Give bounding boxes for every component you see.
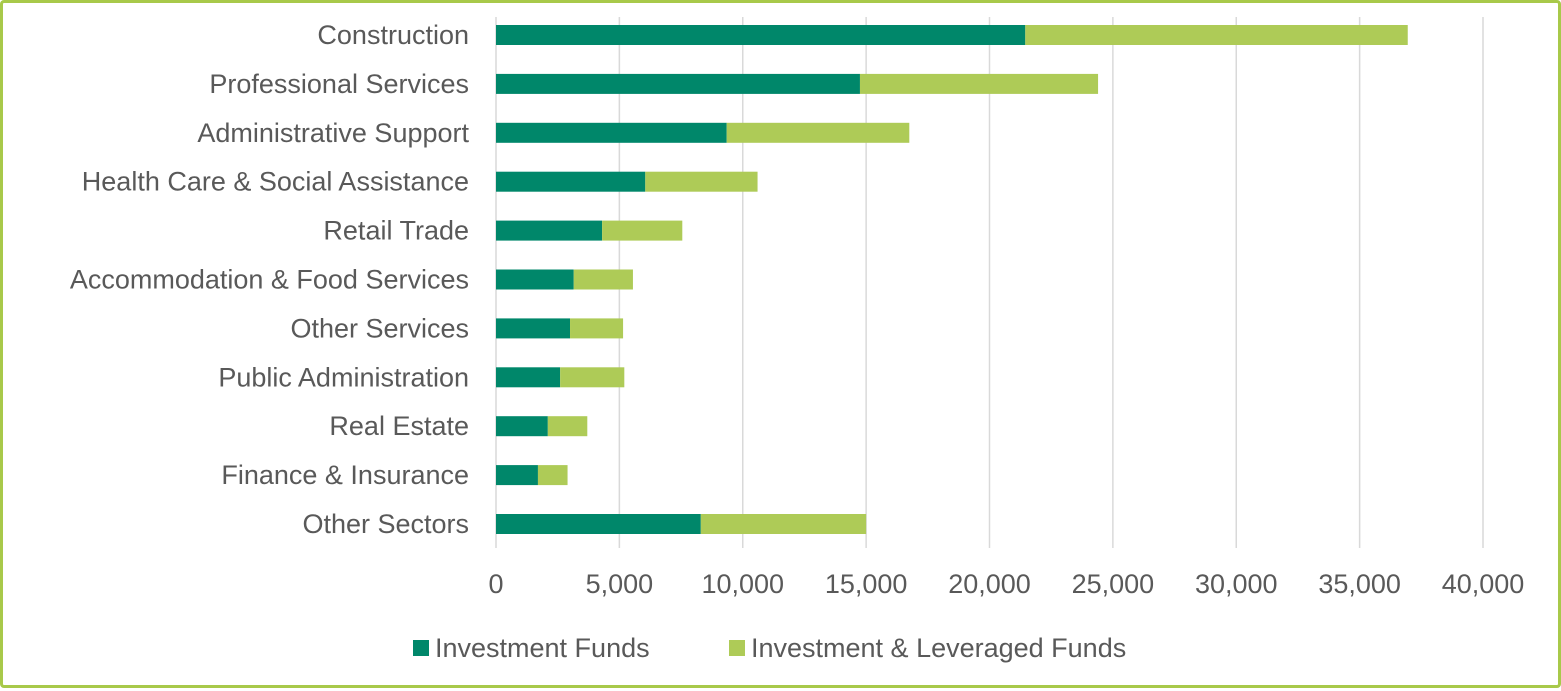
bar-investment-leveraged-funds-6 bbox=[570, 318, 624, 339]
bar-investment-leveraged-funds-10 bbox=[700, 514, 867, 534]
legend-label: Investment & Leveraged Funds bbox=[751, 633, 1126, 663]
bar-investment-leveraged-funds-8 bbox=[547, 416, 588, 437]
x-tick-label: 5,000 bbox=[586, 569, 654, 599]
x-tick-label: 10,000 bbox=[701, 569, 784, 599]
bar-investment-leveraged-funds-1 bbox=[859, 73, 1099, 94]
bar-investment-funds-1 bbox=[496, 73, 860, 94]
category-label: Other Services bbox=[290, 313, 469, 343]
gridlines bbox=[495, 17, 1484, 548]
bar-investment-funds-10 bbox=[496, 514, 701, 534]
x-tick-label: 30,000 bbox=[1195, 569, 1278, 599]
x-tick-label: 15,000 bbox=[825, 569, 908, 599]
x-tick-label: 35,000 bbox=[1318, 569, 1401, 599]
category-label: Construction bbox=[317, 20, 469, 50]
category-label: Real Estate bbox=[329, 411, 469, 441]
bar-investment-funds-8 bbox=[496, 416, 548, 437]
x-tick-label: 25,000 bbox=[1072, 569, 1155, 599]
bar-chart: Construction Professional Services Adminis… bbox=[70, 17, 1524, 663]
bar-investment-leveraged-funds-5 bbox=[573, 269, 633, 290]
bar-investment-funds-9 bbox=[496, 465, 538, 486]
category-label: Professional Services bbox=[209, 69, 469, 99]
bar-investment-funds-0 bbox=[496, 25, 1026, 45]
legend-label: Investment Funds bbox=[435, 633, 650, 663]
bar-investment-leveraged-funds-3 bbox=[645, 171, 758, 192]
category-labels: Construction Professional Services Adminis… bbox=[70, 20, 470, 539]
x-axis-tick-labels: 0 5,000 10,000 15,000 20,000 25,000 30,000 35,0… bbox=[488, 569, 1524, 599]
bar-investment-funds-4 bbox=[496, 220, 603, 241]
legend-swatch-investment-funds bbox=[413, 640, 429, 656]
category-label: Finance & Insurance bbox=[221, 460, 469, 490]
bar-investment-leveraged-funds-9 bbox=[537, 465, 568, 486]
bar-investment-leveraged-funds-2 bbox=[726, 122, 910, 143]
bar-investment-funds-6 bbox=[496, 318, 571, 339]
x-tick-label: 20,000 bbox=[948, 569, 1031, 599]
bar-investment-funds-2 bbox=[496, 122, 727, 143]
category-label: Accommodation & Food Services bbox=[70, 265, 469, 295]
bars bbox=[496, 25, 1408, 534]
category-label: Administrative Support bbox=[197, 118, 469, 148]
category-label: Retail Trade bbox=[323, 216, 469, 246]
bar-investment-leveraged-funds-4 bbox=[602, 220, 683, 241]
bar-investment-leveraged-funds-7 bbox=[560, 367, 625, 388]
bar-investment-funds-5 bbox=[496, 269, 574, 290]
x-tick-label: 40,000 bbox=[1442, 569, 1525, 599]
x-tick-label: 0 bbox=[488, 569, 503, 599]
bar-investment-funds-3 bbox=[496, 171, 646, 192]
category-label: Other Sectors bbox=[302, 509, 469, 539]
bar-investment-funds-7 bbox=[496, 367, 561, 388]
legend-swatch-investment-leveraged-funds bbox=[729, 640, 745, 656]
category-label: Health Care & Social Assistance bbox=[82, 167, 469, 197]
legend: Investment Funds Investment & Leveraged F… bbox=[413, 633, 1126, 663]
category-label: Public Administration bbox=[218, 362, 469, 392]
bar-investment-leveraged-funds-0 bbox=[1025, 25, 1408, 45]
